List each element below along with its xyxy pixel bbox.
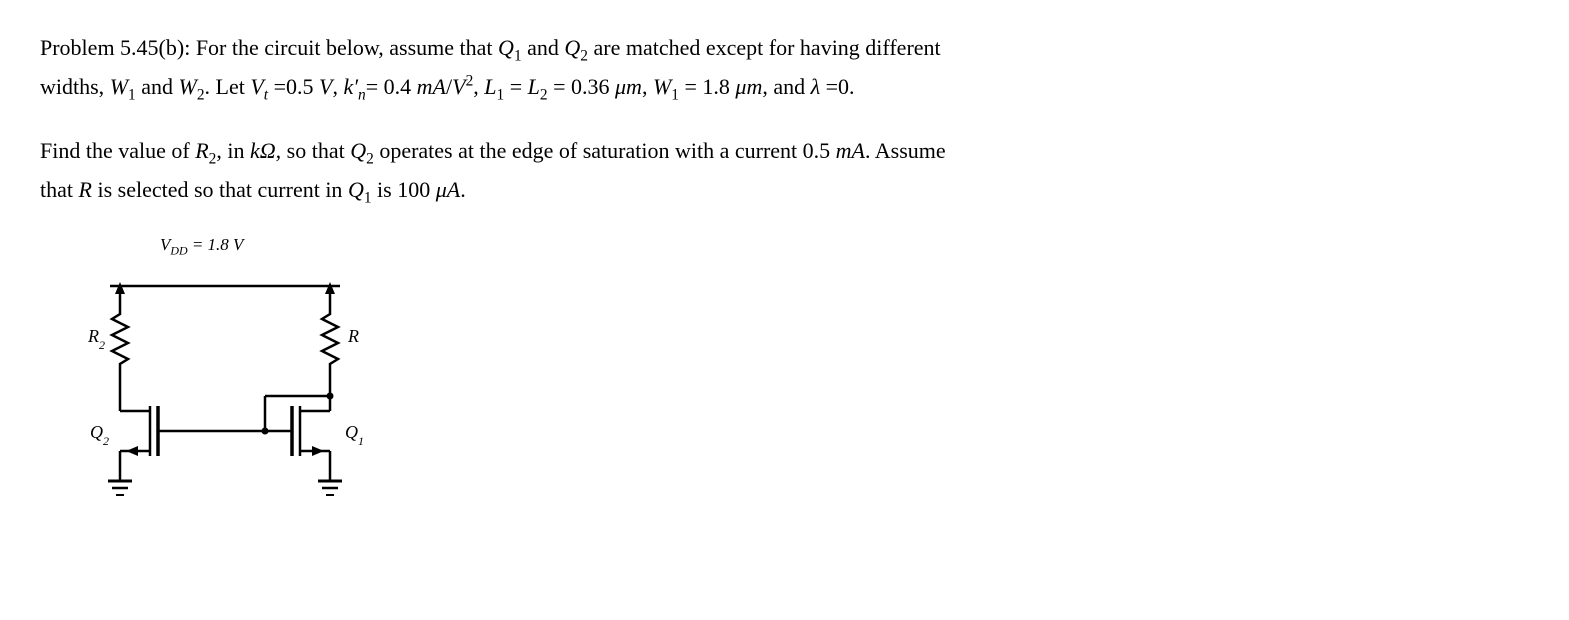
var-r: R [79, 177, 92, 202]
text: , in [216, 138, 250, 163]
text: operates at the edge of saturation with … [374, 138, 836, 163]
var-q1: Q [498, 35, 514, 60]
text: =0. [820, 74, 854, 99]
text: = 0.4 [366, 74, 417, 99]
text: = 0.36 [548, 74, 615, 99]
var-w1b: W [653, 74, 671, 99]
text: are matched except for having different [588, 35, 941, 60]
var-q2b: Q [350, 138, 366, 163]
text: = [504, 74, 527, 99]
r2-circuit-label: R2 [87, 326, 105, 352]
text: that [40, 177, 79, 202]
var-q1b: Q [348, 177, 364, 202]
var-l1: L [484, 74, 496, 99]
sub: 1 [364, 189, 372, 206]
var-lambda: λ [811, 74, 821, 99]
var-w1: W [110, 74, 128, 99]
vdd-label: VDD = 1.8 V [160, 231, 1529, 260]
r-circuit-label: R [347, 326, 359, 346]
sub: 2 [580, 47, 588, 64]
text: , [332, 74, 343, 99]
sub: 1 [671, 86, 679, 103]
unit-ua: μA [436, 177, 460, 202]
q1-circuit-label: Q1 [345, 422, 364, 448]
unit-um2: μm [735, 74, 762, 99]
var-vt: V [250, 74, 263, 99]
unit-um: μm [615, 74, 642, 99]
sub: 2 [366, 150, 374, 167]
text: . Let [205, 74, 251, 99]
unit-v: V [319, 74, 332, 99]
sub: 2 [540, 86, 548, 103]
unit-v2: V [452, 74, 465, 99]
text: . [460, 177, 466, 202]
text: =0.5 [268, 74, 319, 99]
text: so that [281, 138, 350, 163]
unit-ma: mA [417, 74, 446, 99]
problem-paragraph-2: Find the value of R2, in kΩ, so that Q2 … [40, 133, 1529, 211]
text: is selected so that current in [92, 177, 348, 202]
var-w2: W [178, 74, 196, 99]
var-q2: Q [564, 35, 580, 60]
text: , [642, 74, 653, 99]
var-l2: L [528, 74, 540, 99]
sub: 1 [514, 47, 522, 64]
text: = 1.8 [679, 74, 735, 99]
circuit-diagram: VDD = 1.8 V [60, 231, 1529, 525]
sub: 1 [128, 86, 136, 103]
problem-paragraph-1: Problem 5.45(b): For the circuit below, … [40, 30, 1529, 108]
text: is 100 [372, 177, 436, 202]
text: and [136, 74, 179, 99]
text: Problem 5.45(b): For the circuit below, … [40, 35, 498, 60]
text: . Assume [865, 138, 946, 163]
text: and [522, 35, 565, 60]
text: , and [762, 74, 810, 99]
q2-circuit-label: Q2 [90, 422, 109, 448]
sub: n [358, 86, 366, 103]
circuit-svg: R2 R Q2 Q1 [60, 266, 400, 526]
text: widths, [40, 74, 110, 99]
text: Find the value of [40, 138, 195, 163]
unit-kohm: kΩ, [250, 138, 281, 163]
sub: 2 [197, 86, 205, 103]
text: , [473, 74, 484, 99]
var-kn: k [343, 74, 353, 99]
var-r2: R [195, 138, 208, 163]
unit-ma2: mA [836, 138, 865, 163]
